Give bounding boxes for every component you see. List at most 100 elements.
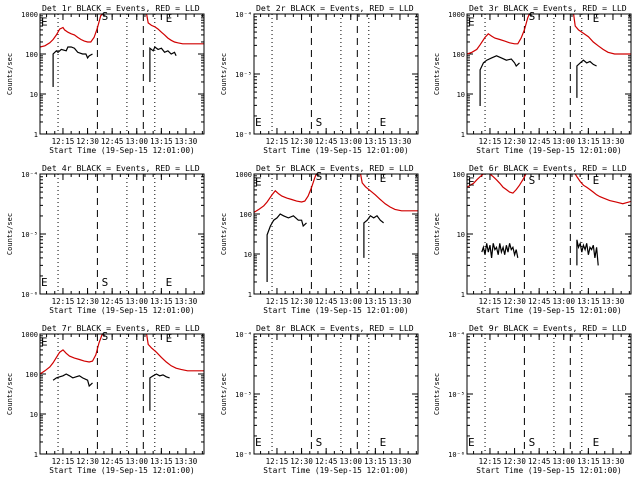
x-tick-label: 13:00 <box>339 297 362 306</box>
y-tick-label: 10⁻⁵ <box>448 391 465 399</box>
y-tick-label: 1000 <box>448 11 465 19</box>
plot-frame <box>466 13 632 135</box>
x-tick-label: 13:30 <box>389 297 412 306</box>
lld-series-line <box>467 14 530 55</box>
y-axis-label: Counts/sec <box>433 213 441 255</box>
x-tick-label: 12:30 <box>76 137 99 146</box>
x-tick-label: 13:30 <box>602 137 625 146</box>
panel-det5: Det 5r BLACK = Events, RED = LLD Counts/s… <box>220 163 419 315</box>
events-series-line <box>479 55 520 106</box>
panel-title: Det 3r BLACK = Events, RED = LLD <box>469 3 627 13</box>
y-tick-label: 1000 <box>21 11 38 19</box>
y-tick-label: 10⁻⁵ <box>235 391 252 399</box>
x-tick-label: 12:45 <box>528 137 551 146</box>
x-tick-label: 13:00 <box>552 457 575 466</box>
events-series-line <box>52 373 93 388</box>
x-tick-label: 12:45 <box>315 297 338 306</box>
y-tick-label: 10⁻⁵ <box>21 231 38 239</box>
y-tick-label: 1000 <box>21 331 38 339</box>
marker-label-S: S <box>529 10 536 23</box>
x-tick-label: 13:15 <box>150 457 173 466</box>
panel-det7: Det 7r BLACK = Events, RED = LLD Counts/s… <box>6 323 205 475</box>
panel-det6: Det 6r BLACK = Events, RED = LLD Counts/s… <box>433 163 632 315</box>
x-tick-label: 12:15 <box>266 457 289 466</box>
events-series-line <box>52 46 93 87</box>
lld-series-line <box>573 14 631 55</box>
x-tick-label: 12:45 <box>101 137 124 146</box>
marker-label-S: S <box>102 276 109 289</box>
y-axis-label: Counts/sec <box>6 53 14 95</box>
panel-title: Det 8r BLACK = Events, RED = LLD <box>256 323 414 333</box>
x-tick-label: 13:30 <box>175 297 198 306</box>
x-tick-label: 13:00 <box>552 137 575 146</box>
x-tick-label: 12:30 <box>290 137 313 146</box>
lld-series-line <box>574 174 631 205</box>
y-tick-label: 10⁻⁶ <box>235 451 252 459</box>
marker-label-E: E <box>166 12 173 25</box>
events-series-line <box>576 59 597 98</box>
events-series-line <box>149 373 170 411</box>
plot-frame <box>253 173 419 295</box>
x-axis-label: Start Time (19-Sep-15 12:01:00) <box>263 146 409 155</box>
marker-label-S: S <box>102 330 109 343</box>
lld-series-line <box>40 334 103 375</box>
x-tick-label: 13:30 <box>389 457 412 466</box>
marker-label-E: E <box>593 436 600 449</box>
marker-label-E: E <box>380 172 387 185</box>
marker-label-S: S <box>102 10 109 23</box>
marker-label-E: E <box>593 12 600 25</box>
x-tick-label: 13:15 <box>364 137 387 146</box>
x-tick-label: 13:30 <box>175 457 198 466</box>
y-axis-label: Counts/sec <box>6 213 14 255</box>
x-tick-label: 13:30 <box>602 457 625 466</box>
x-tick-label: 13:30 <box>175 137 198 146</box>
panel-det3: Det 3r BLACK = Events, RED = LLD Counts/s… <box>433 3 632 155</box>
y-tick-label: 10 <box>457 91 465 99</box>
x-tick-label: 12:45 <box>101 457 124 466</box>
lld-series-line <box>467 174 527 194</box>
x-tick-label: 13:15 <box>150 137 173 146</box>
x-tick-label: 13:15 <box>364 297 387 306</box>
x-tick-label: 13:30 <box>602 297 625 306</box>
x-axis-label: Start Time (19-Sep-15 12:01:00) <box>49 146 195 155</box>
plot-frame <box>253 13 419 135</box>
lld-series-line <box>40 14 103 48</box>
x-tick-label: 12:15 <box>479 457 502 466</box>
x-tick-label: 12:45 <box>528 297 551 306</box>
y-tick-label: 10⁻⁴ <box>448 331 465 339</box>
panel-title: Det 1r BLACK = Events, RED = LLD <box>42 3 200 13</box>
events-series-line <box>363 214 384 258</box>
marker-label-E: E <box>468 175 475 188</box>
panel-det8: Det 8r BLACK = Events, RED = LLD Counts/s… <box>220 323 419 475</box>
marker-label-E: E <box>593 174 600 187</box>
y-tick-label: 100 <box>452 51 465 59</box>
x-tick-label: 13:00 <box>339 457 362 466</box>
y-axis-label: Counts/sec <box>433 53 441 95</box>
x-tick-label: 13:30 <box>389 137 412 146</box>
x-tick-label: 12:15 <box>266 297 289 306</box>
x-tick-label: 12:30 <box>290 457 313 466</box>
x-axis-label: Start Time (19-Sep-15 12:01:00) <box>476 306 622 315</box>
x-axis-label: Start Time (19-Sep-15 12:01:00) <box>476 466 622 475</box>
y-tick-label: 1 <box>461 291 465 299</box>
y-axis-label: Counts/sec <box>6 373 14 415</box>
marker-label-E: E <box>166 276 173 289</box>
x-tick-label: 13:15 <box>577 297 600 306</box>
x-tick-label: 12:45 <box>528 457 551 466</box>
y-axis-label: Counts/sec <box>220 53 228 95</box>
marker-label-E: E <box>380 436 387 449</box>
y-tick-label: 10 <box>30 91 38 99</box>
plot-frame <box>466 173 632 295</box>
marker-label-E: E <box>166 332 173 345</box>
x-tick-label: 13:00 <box>339 137 362 146</box>
marker-label-S: S <box>316 436 323 449</box>
events-series-line <box>266 213 307 282</box>
y-tick-label: 100 <box>452 171 465 179</box>
x-tick-label: 13:00 <box>125 457 148 466</box>
marker-label-E: E <box>41 276 48 289</box>
x-tick-label: 12:30 <box>503 297 526 306</box>
x-tick-label: 12:15 <box>479 297 502 306</box>
x-tick-label: 12:15 <box>52 297 75 306</box>
y-tick-label: 10⁻⁴ <box>21 171 38 179</box>
